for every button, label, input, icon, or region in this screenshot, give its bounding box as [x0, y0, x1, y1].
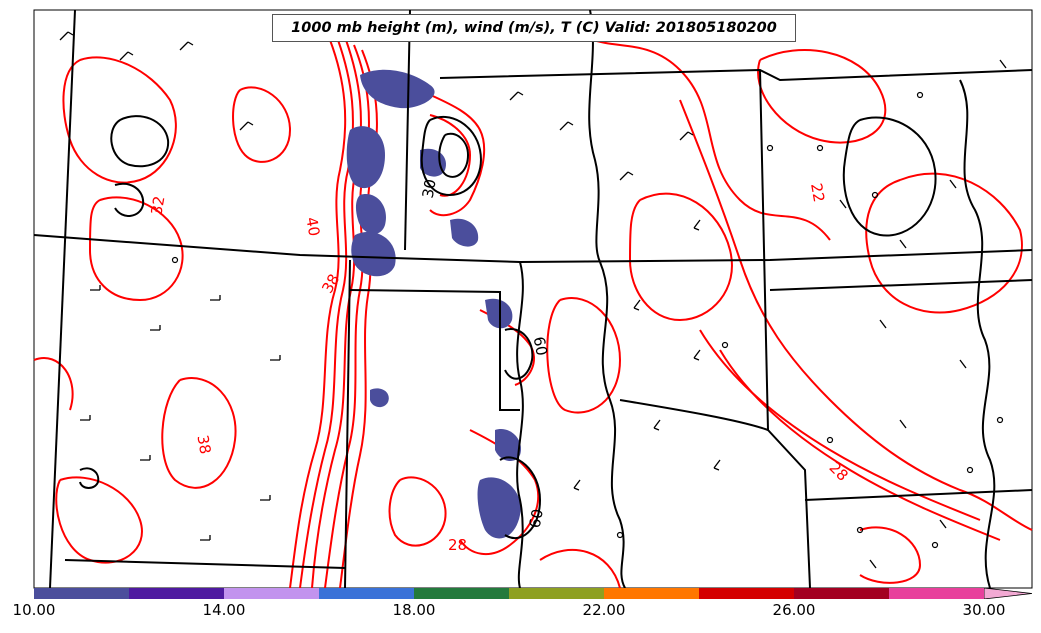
colorbar-tick: 10.00	[12, 601, 56, 619]
colorbar-segment	[414, 588, 509, 599]
state-borders	[33, 9, 1033, 589]
map-frame	[33, 9, 1033, 589]
temp-label: 38	[193, 434, 214, 456]
colorbar-segment	[224, 588, 319, 599]
colorbar-segment	[319, 588, 414, 599]
colorbar-tick: 30.00	[962, 601, 1006, 619]
colorbar-extend-arrow	[984, 588, 1032, 599]
height-label: 60	[526, 508, 547, 530]
colorbar-segment	[34, 588, 129, 599]
colorbar-segment	[699, 588, 794, 599]
colorbar-segment	[889, 588, 984, 599]
height-label: 30	[419, 178, 440, 200]
colorbar-segment	[794, 588, 889, 599]
colorbar-tick: 14.00	[202, 601, 246, 619]
height-label: 60	[530, 335, 551, 357]
colorbar-tick: 18.00	[392, 601, 436, 619]
temp-label: 32	[147, 194, 168, 216]
height-contours	[79, 115, 937, 540]
colorbar-segment	[509, 588, 604, 599]
wind-barbs	[59, 31, 1007, 569]
colorbar-tick: 22.00	[582, 601, 626, 619]
colorbar-segment	[129, 588, 224, 599]
colorbar-tick: 26.00	[772, 601, 816, 619]
temp-label: 28	[448, 536, 467, 554]
height-labels: 30 60 60	[419, 178, 551, 530]
temp-label: 22	[807, 182, 828, 204]
colorbar-segment	[604, 588, 699, 599]
map-title: 1000 mb height (m), wind (m/s), T (C) Va…	[272, 14, 796, 42]
calm-circles	[171, 91, 1004, 549]
temp-label: 40	[302, 216, 323, 238]
colorbar	[34, 588, 1032, 599]
